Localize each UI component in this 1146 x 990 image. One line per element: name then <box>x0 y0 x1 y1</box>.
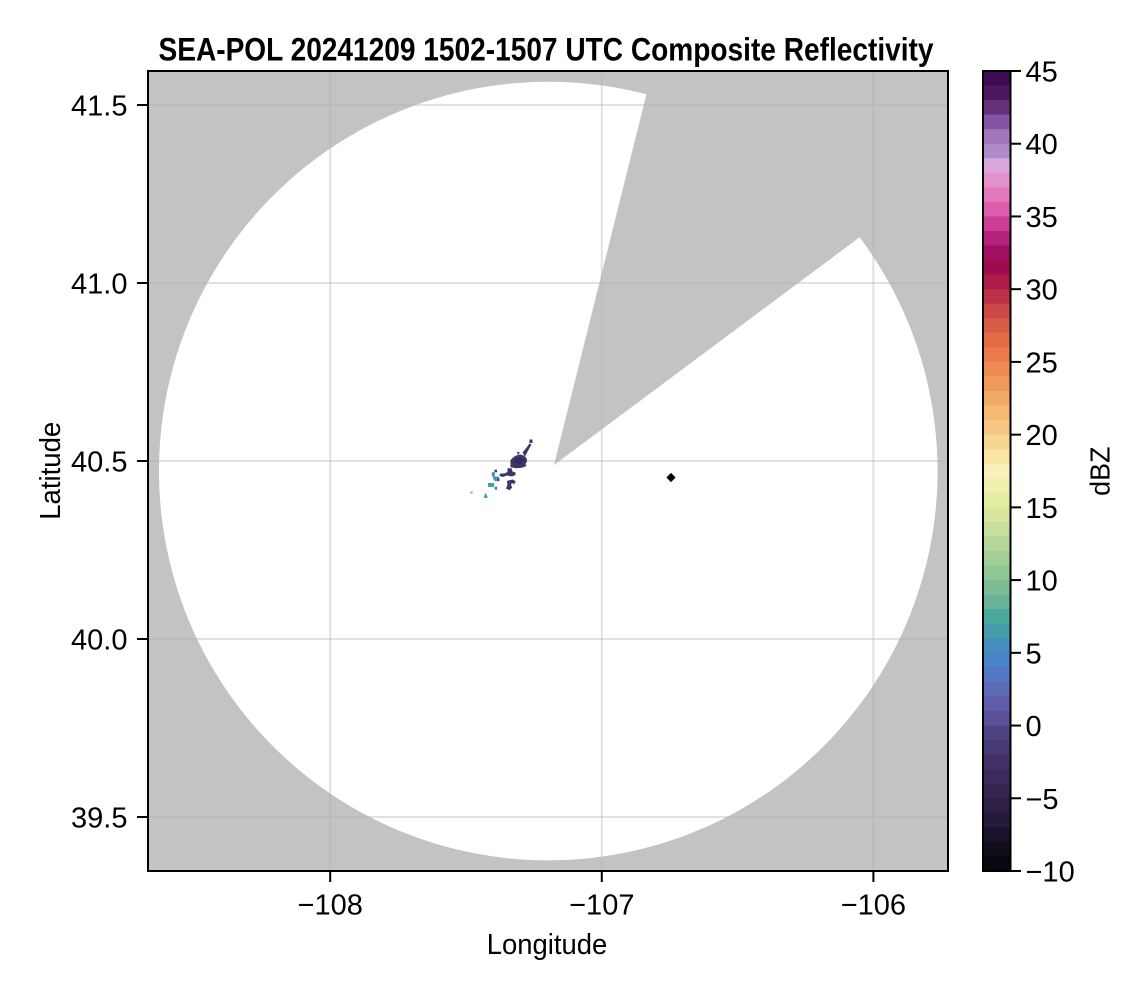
svg-text:5: 5 <box>1026 638 1042 670</box>
svg-text:−5: −5 <box>1026 784 1059 816</box>
svg-text:41.5: 41.5 <box>71 91 127 123</box>
svg-text:−108: −108 <box>298 890 363 922</box>
svg-text:40: 40 <box>1026 129 1058 161</box>
svg-text:15: 15 <box>1026 493 1058 525</box>
svg-text:40.0: 40.0 <box>71 625 127 657</box>
svg-text:25: 25 <box>1026 347 1058 379</box>
svg-text:dBZ: dBZ <box>1085 447 1116 496</box>
svg-text:−10: −10 <box>1026 857 1075 889</box>
svg-text:Latitude: Latitude <box>35 422 67 520</box>
svg-text:−106: −106 <box>841 890 906 922</box>
svg-text:45: 45 <box>1026 57 1058 89</box>
svg-text:41.0: 41.0 <box>71 269 127 301</box>
svg-text:−107: −107 <box>569 890 634 922</box>
svg-text:40.5: 40.5 <box>71 447 127 479</box>
svg-text:20: 20 <box>1026 420 1058 452</box>
svg-text:39.5: 39.5 <box>71 803 127 835</box>
svg-text:30: 30 <box>1026 275 1058 307</box>
svg-text:10: 10 <box>1026 566 1058 598</box>
svg-text:35: 35 <box>1026 202 1058 234</box>
svg-text:Longitude: Longitude <box>487 929 608 961</box>
svg-text:0: 0 <box>1026 711 1042 743</box>
svg-text:SEA-POL 20241209 1502-1507 UTC: SEA-POL 20241209 1502-1507 UTC Composite… <box>159 32 934 68</box>
